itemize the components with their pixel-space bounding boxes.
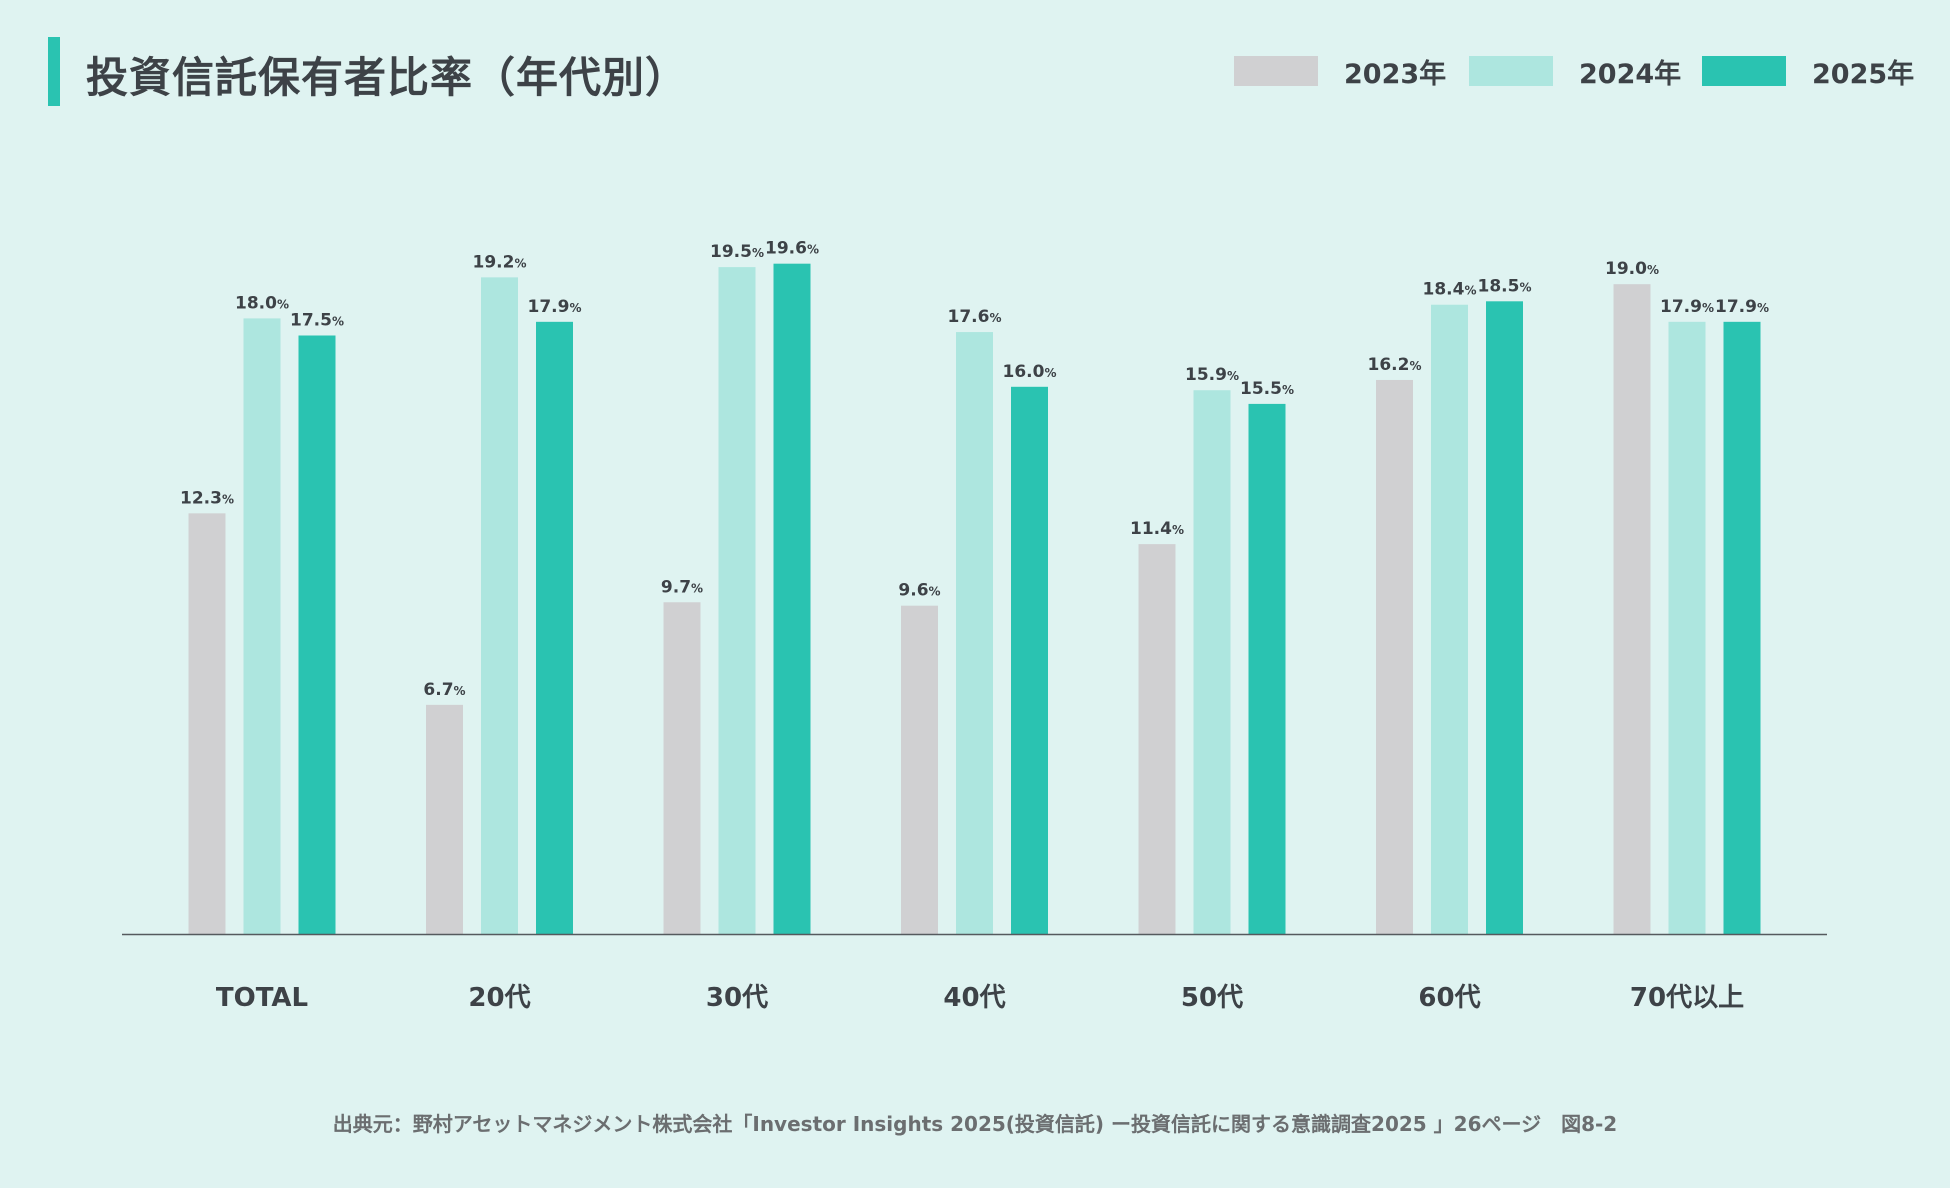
legend-label: 2024年 <box>1579 58 1682 90</box>
bar-2024年-70代以上 <box>1668 321 1706 934</box>
bar-2023年-30代 <box>663 602 701 934</box>
source-note: 出典元：野村アセットマネジメント株式会社「Investor Insights 2… <box>332 1112 1618 1136</box>
data-label: 17.9% <box>1660 297 1714 317</box>
x-tick-label: 30代 <box>706 983 768 1013</box>
bar-2023年-50代 <box>1138 544 1176 934</box>
data-label: 6.7% <box>423 680 465 700</box>
data-label: 17.9% <box>1715 297 1769 317</box>
bar-2025年-60代 <box>1486 301 1523 934</box>
legend-label: 2023年 <box>1344 58 1447 90</box>
bar-2023年-TOTAL <box>188 513 226 934</box>
x-tick-label: 70代以上 <box>1630 983 1744 1013</box>
data-label: 15.5% <box>1240 379 1294 399</box>
data-label: 9.6% <box>898 581 940 601</box>
data-label: 18.5% <box>1478 276 1532 296</box>
legend-item-2023: 2023年 <box>1234 56 1446 90</box>
bar-2024年-TOTAL <box>243 318 281 934</box>
data-label: 18.0% <box>235 293 289 313</box>
bar-2025年-30代 <box>773 263 811 934</box>
bar-2024年-30代 <box>718 267 756 935</box>
data-label: 17.5% <box>290 311 344 331</box>
x-tick-label: 20代 <box>468 983 530 1013</box>
data-label: 19.2% <box>473 252 527 272</box>
bar-2023年-40代 <box>901 605 938 934</box>
legend-label: 2025年 <box>1812 58 1915 90</box>
data-label: 16.2% <box>1368 355 1422 375</box>
bar-2025年-40代 <box>1011 386 1048 934</box>
bar-2025年-20代 <box>536 321 573 934</box>
legend-item-2025: 2025年 <box>1702 56 1914 90</box>
legend-item-2024: 2024年 <box>1469 56 1681 90</box>
chart-title: 投資信託保有者比率（年代別） <box>86 53 689 102</box>
data-label: 15.9% <box>1185 365 1239 385</box>
data-label: 17.9% <box>528 297 582 317</box>
data-label: 12.3% <box>180 488 234 508</box>
data-label: 16.0% <box>1003 362 1057 382</box>
legend-swatch <box>1469 56 1553 86</box>
data-label: 11.4% <box>1130 519 1184 539</box>
bar-2024年-40代 <box>956 332 993 935</box>
bar-2024年-50代 <box>1193 390 1231 935</box>
bar-2024年-60代 <box>1431 304 1468 935</box>
data-label: 17.6% <box>948 307 1002 327</box>
data-label: 19.5% <box>710 242 764 262</box>
data-label: 19.0% <box>1605 259 1659 279</box>
x-tick-label: 50代 <box>1181 983 1243 1013</box>
x-tick-label: 60代 <box>1418 983 1480 1013</box>
bar-2024年-20代 <box>481 277 518 934</box>
data-label: 18.4% <box>1423 280 1477 300</box>
bar-2025年-TOTAL <box>298 335 336 934</box>
bar-2025年-50代 <box>1248 403 1286 934</box>
bar-2023年-60代 <box>1376 379 1413 935</box>
x-tick-label: 40代 <box>943 983 1005 1013</box>
legend-swatch <box>1702 56 1786 86</box>
title-accent-bar <box>48 37 60 106</box>
bar-2025年-70代以上 <box>1723 321 1761 934</box>
legend-swatch <box>1234 56 1318 86</box>
bar-2023年-20代 <box>426 704 463 934</box>
data-label: 9.7% <box>661 577 703 597</box>
data-label: 19.6% <box>765 239 819 259</box>
bar-2023年-70代以上 <box>1613 284 1651 934</box>
x-tick-label: TOTAL <box>216 983 308 1013</box>
